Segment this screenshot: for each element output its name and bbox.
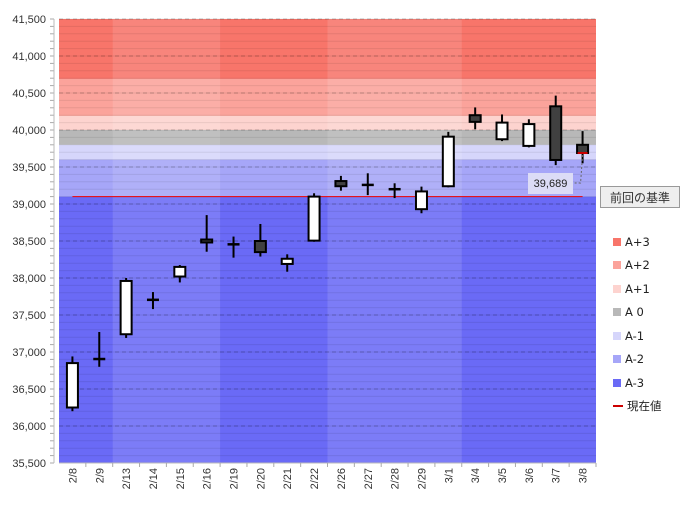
y-tick-label: 41,000	[12, 51, 46, 63]
y-tick-label: 36,000	[12, 421, 46, 433]
x-tick-label: 2/13	[121, 468, 133, 489]
legend-label: A-2	[625, 352, 645, 367]
candle-body	[334, 180, 348, 188]
candle-body	[441, 135, 455, 188]
y-tick-label: 37,500	[12, 310, 46, 322]
legend-item[interactable]: A-2	[613, 348, 662, 372]
band-A+2	[59, 78, 596, 116]
legend-swatch	[613, 355, 621, 364]
y-tick-label: 40,500	[12, 88, 46, 100]
legend-label: A-1	[625, 328, 645, 343]
legend-swatch	[613, 378, 621, 387]
x-tick-label: 2/29	[416, 468, 428, 489]
y-tick-label: 38,000	[12, 273, 46, 285]
x-tick-label: 3/1	[443, 468, 455, 483]
candle-body	[200, 238, 214, 244]
x-tick-label: 2/16	[202, 468, 214, 489]
candle-body	[253, 240, 267, 254]
candle-body	[522, 123, 536, 147]
x-tick-label: 2/20	[255, 468, 267, 489]
y-tick-label: 37,000	[12, 347, 46, 359]
band-A+3	[59, 19, 596, 79]
candle-body	[307, 195, 321, 242]
reference-button[interactable]: 前回の基準	[600, 186, 680, 208]
candle-body	[576, 143, 590, 155]
legend: A+3 A+2 A+1 A 0 A-1 A-2 A-3 現在値	[613, 230, 662, 418]
candle-body	[65, 362, 79, 409]
y-tick-label: 40,000	[12, 125, 46, 137]
legend-item[interactable]: A-3	[613, 371, 662, 395]
x-tick-label: 2/15	[175, 468, 187, 489]
band-A-3	[59, 196, 596, 463]
legend-swatch	[613, 261, 621, 270]
legend-item[interactable]: A+3	[613, 230, 662, 254]
candle-body	[549, 105, 563, 161]
legend-item[interactable]: A 0	[613, 301, 662, 325]
legend-item[interactable]: A+2	[613, 254, 662, 278]
x-tick-label: 2/22	[309, 468, 321, 489]
candle-body	[280, 257, 294, 265]
y-tick-label: 38,500	[12, 236, 46, 248]
legend-item[interactable]: A-1	[613, 324, 662, 348]
x-tick-label: 3/7	[551, 468, 563, 483]
x-tick-label: 2/9	[94, 468, 106, 483]
x-tick-label: 3/8	[578, 468, 590, 483]
legend-label: A 0	[625, 305, 644, 320]
band-A-2	[59, 159, 596, 197]
candle-body	[119, 279, 133, 336]
legend-item[interactable]: 現在値	[613, 395, 662, 419]
legend-swatch	[613, 405, 623, 408]
legend-label: A+2	[625, 258, 650, 273]
legend-label: A-3	[625, 375, 645, 390]
candle-body	[495, 121, 509, 141]
legend-label: A+3	[625, 234, 650, 249]
x-tick-label: 3/4	[470, 468, 482, 483]
current-value-leader	[574, 154, 584, 184]
y-tick-label: 41,500	[12, 14, 46, 26]
candle-body	[468, 114, 482, 123]
legend-label: 現在値	[627, 399, 662, 414]
candle-body	[414, 190, 428, 211]
legend-swatch	[613, 308, 621, 317]
y-tick-label: 36,500	[12, 384, 46, 396]
y-tick-label: 39,000	[12, 199, 46, 211]
week-stripe	[327, 19, 462, 463]
legend-swatch	[613, 237, 621, 246]
x-tick-label: 3/6	[524, 468, 536, 483]
x-tick-label: 2/19	[229, 468, 241, 489]
x-tick-label: 2/26	[336, 468, 348, 489]
current-value-label: 39,689	[528, 173, 573, 194]
band-A 0	[59, 130, 596, 145]
y-tick-label: 39,500	[12, 162, 46, 174]
x-tick-label: 3/5	[497, 468, 509, 483]
x-tick-label: 2/21	[282, 468, 294, 489]
band-A+1	[59, 115, 596, 130]
legend-label: A+1	[625, 281, 650, 296]
x-tick-label: 2/28	[390, 468, 402, 489]
legend-swatch	[613, 284, 621, 293]
y-tick-label: 35,500	[12, 458, 46, 470]
x-tick-label: 2/27	[363, 468, 375, 489]
x-tick-label: 2/8	[67, 468, 79, 483]
candle-body	[173, 265, 187, 278]
legend-item[interactable]: A+1	[613, 277, 662, 301]
legend-swatch	[613, 331, 621, 340]
x-tick-label: 2/14	[148, 468, 160, 489]
band-A-1	[59, 144, 596, 160]
